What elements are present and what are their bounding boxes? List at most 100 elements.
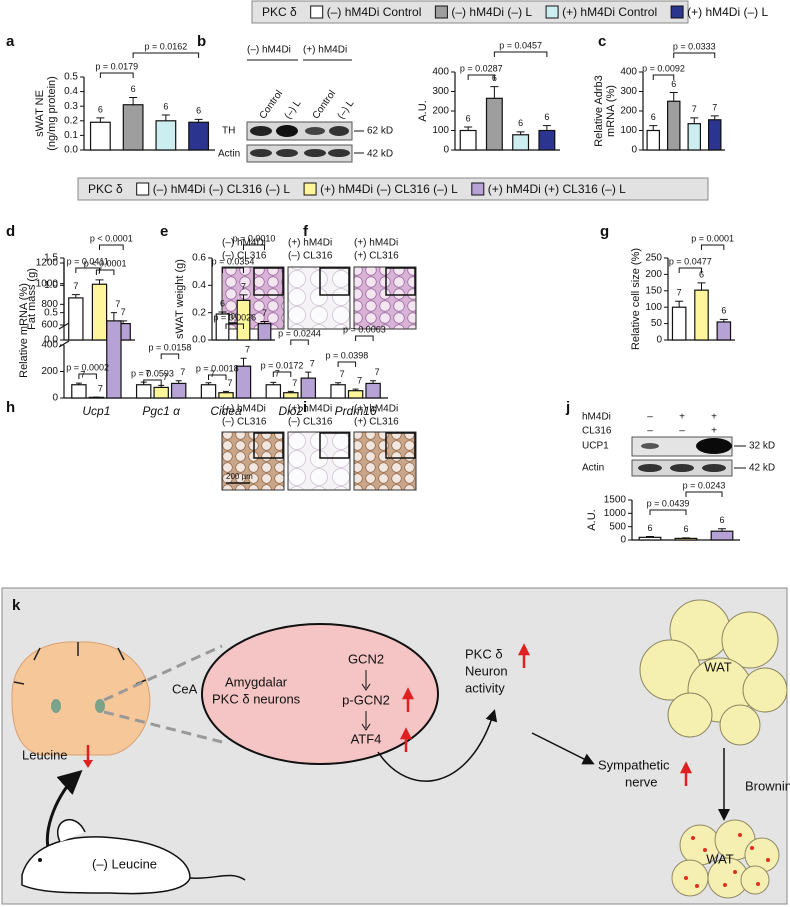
error-bar (690, 117, 699, 124)
error-bar (710, 115, 719, 120)
error-bar (175, 380, 182, 384)
y-tick-label: 200 (432, 106, 449, 117)
lane-label: (–) L (283, 98, 304, 122)
bar (170, 382, 187, 399)
legend-title: PKC δ (88, 182, 123, 196)
diagram: k CeA Leucine Amygdalar PKC δ neurons GC… (1, 587, 790, 905)
significance-bracket (99, 244, 124, 250)
significance-bracket (272, 371, 292, 377)
y-tick-label: 50 (651, 318, 663, 329)
activity-label: PKC δ (465, 646, 503, 661)
error-bar (270, 381, 277, 385)
y-tick-label: 0 (52, 393, 58, 404)
legend-swatch (545, 5, 559, 19)
legend-swatch (310, 5, 324, 19)
significance-bracket (355, 335, 374, 341)
activity-label: activity (465, 680, 505, 695)
pathway-node: p-GCN2 (342, 692, 390, 707)
legend-swatch (670, 5, 684, 19)
y-tick-label: 0.0 (64, 145, 78, 156)
bar (347, 390, 364, 399)
significance-bracket (243, 244, 265, 250)
y-axis-label: sWAT weight (g) (174, 259, 186, 339)
n-label: 7 (245, 345, 250, 355)
significance-bracket (678, 267, 702, 273)
y-axis-label: Relative cell size (%) (630, 248, 642, 350)
x-tick-label: Prdm16 (335, 404, 377, 418)
activity-label: Neuron (465, 663, 508, 678)
bar (666, 100, 681, 151)
significance-bracket (673, 52, 716, 58)
n-label: 6 (683, 524, 688, 534)
y-tick-label: 200 (41, 366, 58, 377)
y-tick-label: 1.5 (44, 253, 58, 264)
error-bar (95, 279, 104, 285)
bar (155, 120, 177, 151)
image-label: (–) hM4Di (222, 404, 266, 415)
n-label: 7 (227, 378, 232, 388)
p-value: p = 0.0001 (691, 233, 734, 243)
legend-swatch (303, 182, 317, 196)
error-bar (718, 528, 726, 532)
y-tick-label: 500 (609, 521, 626, 532)
error-bar (669, 91, 678, 102)
p-value: p = 0.0018 (196, 363, 239, 373)
y-tick-label: 300 (620, 86, 637, 97)
p-value: p = 0.0158 (149, 342, 192, 352)
axis-break (58, 322, 70, 348)
y-tick-label: 0.3 (64, 101, 78, 112)
panel-letter: d (6, 223, 15, 240)
y-tick-label: 400 (620, 67, 637, 78)
y-tick-label: 200 (645, 269, 662, 280)
y-tick-label: 100 (432, 125, 449, 136)
n-label: 6 (671, 79, 676, 89)
bar (135, 384, 152, 399)
y-tick-label: 400 (41, 340, 58, 351)
y-axis-label: sWAT NE (34, 90, 46, 137)
p-value: p = 0.0439 (647, 498, 690, 508)
error-bar (719, 318, 728, 322)
p-value: p = 0.0593 (131, 368, 174, 378)
legend-swatch (471, 182, 485, 196)
y-tick-label: 0 (656, 335, 662, 346)
panel-letter: c (598, 33, 606, 50)
significance-bracket (467, 74, 495, 80)
mouse-label: (–) Leucine (92, 856, 157, 871)
bar (106, 320, 122, 399)
leucine-label: Leucine (22, 747, 68, 762)
y-tick-label: 0.5 (44, 307, 58, 318)
y-axis-label: mRNA (%) (605, 85, 617, 137)
y-tick-label: 0.4 (64, 86, 78, 97)
y-axis-label: Relative Adrb3 (593, 75, 605, 147)
panel-letter: e (160, 223, 168, 240)
image-label: (–) CL316 (288, 251, 333, 262)
legend-label: (–) hM4Di Control (327, 5, 422, 19)
bar (687, 123, 701, 151)
error-bar (223, 390, 229, 393)
image-label: (+) CL316 (354, 417, 399, 428)
bar (153, 386, 169, 399)
y-tick-label: 1.0 (44, 280, 58, 291)
sign: + (679, 412, 685, 423)
panel-letter: h (6, 399, 15, 416)
neurons-label: Amygdalar (225, 674, 288, 689)
error-bar (305, 371, 312, 379)
legend-box (251, 0, 689, 24)
bar (200, 384, 217, 399)
bar (188, 121, 210, 151)
legend-label: (–) hM4Di (–) CL316 (–) L (153, 182, 291, 196)
bar (674, 537, 698, 541)
bar (646, 129, 660, 151)
error-bar (335, 382, 342, 385)
bar (68, 297, 84, 341)
histology-f: (–) hM4Di (–) CL316 (+) hM4Di (–) CL316 … (221, 238, 417, 330)
panel-letter: j (565, 399, 570, 416)
n-label: 7 (115, 299, 120, 309)
image-label: (+) hM4Di (354, 404, 398, 415)
bar (538, 129, 556, 151)
error-bar (71, 294, 80, 298)
y-axis-label: (ng/mg protein) (46, 76, 58, 151)
n-label: 6 (721, 306, 726, 316)
y-tick-label: 0.0 (192, 335, 206, 346)
